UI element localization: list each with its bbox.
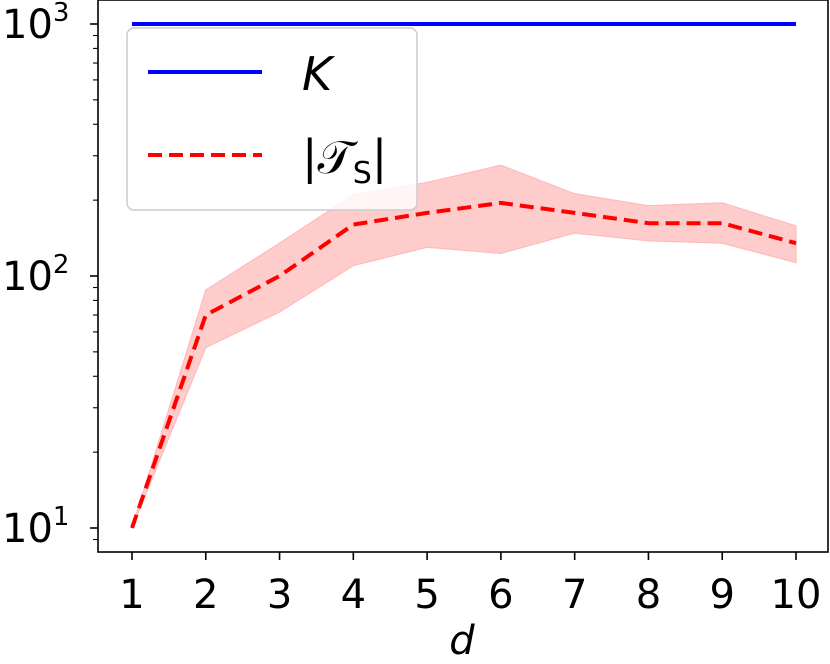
x-tick-label-7: 8 [636,572,661,618]
x-tick-label-0: 1 [119,572,144,618]
legend-label-ts-sub: S [353,156,372,191]
y-tick-label-1: 102 [2,250,69,300]
legend-label-k: K [302,47,336,101]
x-axis-label: d [449,618,475,664]
x-tick-label-3: 4 [341,572,366,618]
x-tick-label-2: 3 [267,572,292,618]
y-tick-label-2: 103 [2,0,69,48]
x-tick-label-5: 6 [488,572,513,618]
legend: K |𝒯S| [126,27,418,211]
legend-label-ts-end: | [372,130,388,185]
x-tick-label-9: 10 [771,572,822,618]
x-tick-label-8: 9 [709,572,734,618]
series-line-1 [130,200,797,529]
x-tick-label-4: 5 [414,572,439,618]
y-tick-label-0: 101 [2,502,69,552]
lines-layer [130,22,797,529]
legend-label-ts: |𝒯S| [302,130,387,191]
ticks-layer: 1 2 3 4 5 6 7 8 9 10 101 102 103 [2,0,821,618]
x-tick-label-1: 2 [193,572,218,618]
legend-label-ts-main: |𝒯 [302,130,358,185]
x-tick-label-6: 7 [562,572,587,618]
